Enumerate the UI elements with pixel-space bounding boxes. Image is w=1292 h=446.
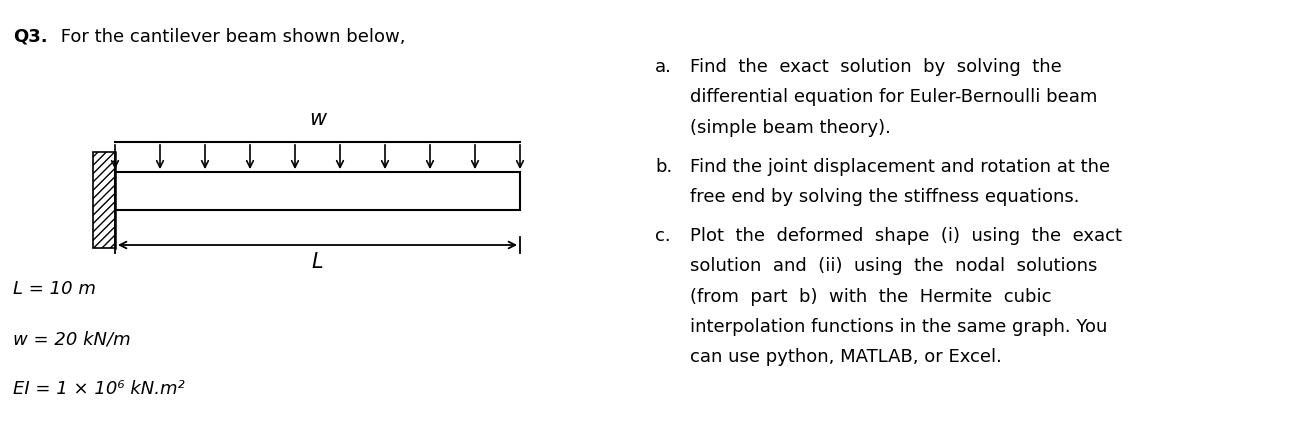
Text: Plot  the  deformed  shape  (i)  using  the  exact: Plot the deformed shape (i) using the ex… [690, 227, 1121, 244]
Text: For the cantilever beam shown below,: For the cantilever beam shown below, [56, 28, 406, 46]
Text: can use python, MATLAB, or Excel.: can use python, MATLAB, or Excel. [690, 348, 1001, 367]
Text: free end by solving the stiffness equations.: free end by solving the stiffness equati… [690, 188, 1080, 206]
Text: Find the joint displacement and rotation at the: Find the joint displacement and rotation… [690, 157, 1110, 175]
Text: Q3.: Q3. [13, 28, 48, 46]
Text: a.: a. [655, 58, 672, 76]
Bar [115, 172, 519, 210]
Text: w = 20 kN/m: w = 20 kN/m [13, 330, 130, 348]
Text: w: w [309, 109, 326, 129]
Text: L = 10 m: L = 10 m [13, 280, 96, 298]
Text: solution  and  (ii)  using  the  nodal  solutions: solution and (ii) using the nodal soluti… [690, 257, 1097, 275]
Text: interpolation functions in the same graph. You: interpolation functions in the same grap… [690, 318, 1107, 336]
Bar [93, 152, 115, 248]
Text: b.: b. [655, 157, 672, 175]
Text: EI = 1 × 10⁶ kN.m²: EI = 1 × 10⁶ kN.m² [13, 380, 185, 398]
Text: (from  part  b)  with  the  Hermite  cubic: (from part b) with the Hermite cubic [690, 288, 1052, 306]
Text: Find  the  exact  solution  by  solving  the: Find the exact solution by solving the [690, 58, 1062, 76]
Text: differential equation for Euler-Bernoulli beam: differential equation for Euler-Bernoull… [690, 88, 1097, 107]
Text: L: L [311, 252, 323, 272]
Text: c.: c. [655, 227, 671, 244]
Text: (simple beam theory).: (simple beam theory). [690, 119, 891, 137]
